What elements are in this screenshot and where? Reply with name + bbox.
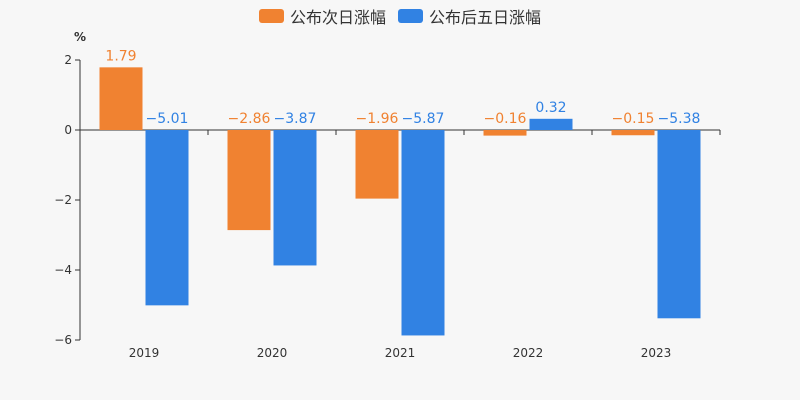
data-label-five-day: −3.87 xyxy=(274,111,317,127)
data-label-next-day: 1.79 xyxy=(105,48,136,64)
x-tick-label: 2022 xyxy=(513,346,544,360)
y-tick-label: 0 xyxy=(64,123,72,137)
x-tick-label: 2019 xyxy=(129,346,160,360)
bar-next-day[interactable] xyxy=(227,130,271,231)
y-tick-label: −6 xyxy=(54,333,72,347)
y-tick-label: 2 xyxy=(64,53,72,67)
y-axis-unit-label: % xyxy=(74,30,86,44)
x-tick-label: 2021 xyxy=(385,346,416,360)
y-tick-label: −2 xyxy=(54,193,72,207)
legend-label-five-day: 公布后五日涨幅 xyxy=(429,8,542,27)
legend-swatch-next-day xyxy=(258,9,284,23)
bar-five-day[interactable] xyxy=(529,118,573,130)
bar-next-day[interactable] xyxy=(483,130,527,136)
data-label-five-day: −5.38 xyxy=(658,111,701,127)
data-label-five-day: −5.01 xyxy=(146,111,189,127)
data-label-next-day: −0.15 xyxy=(612,111,655,127)
data-label-next-day: −1.96 xyxy=(356,111,399,127)
y-tick-label: −4 xyxy=(54,263,72,277)
legend-label-next-day: 公布次日涨幅 xyxy=(289,8,386,27)
data-label-next-day: −2.86 xyxy=(228,111,271,127)
legend-item-next-day[interactable]: 公布次日涨幅 xyxy=(258,4,386,28)
x-tick-label: 2023 xyxy=(641,346,672,360)
legend-swatch-five-day xyxy=(398,9,423,23)
legend-item-five-day[interactable]: 公布后五日涨幅 xyxy=(398,4,541,28)
x-tick-label: 2020 xyxy=(257,346,288,360)
bar-next-day[interactable] xyxy=(355,130,399,199)
bar-next-day[interactable] xyxy=(611,130,655,136)
bar-five-day[interactable] xyxy=(145,130,189,306)
bar-five-day[interactable] xyxy=(273,130,317,266)
data-label-five-day: −5.87 xyxy=(402,111,445,127)
data-label-next-day: −0.16 xyxy=(484,111,527,127)
bar-five-day[interactable] xyxy=(401,130,445,336)
bar-next-day[interactable] xyxy=(99,67,143,130)
legend: 公布次日涨幅 公布后五日涨幅 xyxy=(0,4,800,28)
bar-five-day[interactable] xyxy=(657,130,701,319)
data-label-five-day: 0.32 xyxy=(535,100,566,116)
